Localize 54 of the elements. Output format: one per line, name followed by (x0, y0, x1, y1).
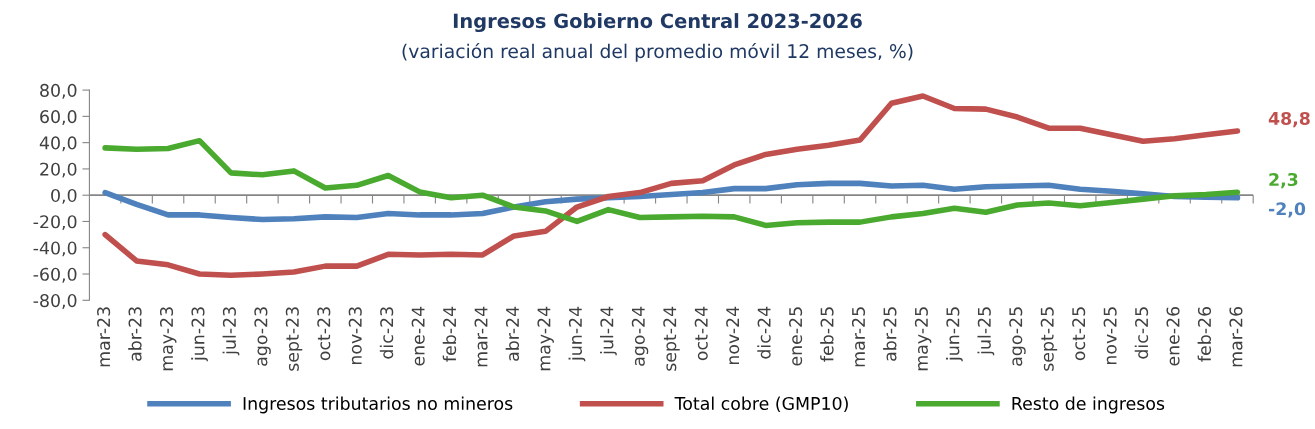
x-tick-label: dic-25 (1134, 307, 1149, 359)
x-tick-label: jul-24 (600, 306, 617, 356)
y-tick-label: -80,0 (33, 294, 77, 309)
x-tick-label: jul-25 (977, 307, 995, 356)
y-tick-label: 0,0 (51, 188, 77, 204)
x-tick-label: ago-23 (254, 307, 271, 366)
x-tick-label: nov-23 (348, 307, 362, 365)
legend-label: Ingresos tributarios no mineros (243, 396, 513, 414)
x-tick-label: dic-24 (757, 306, 771, 359)
y-tick-label: -60,0 (33, 267, 77, 283)
x-tick-label: may-24 (537, 306, 554, 371)
x-tick-label: jun-25 (945, 307, 963, 362)
x-tick-label: mar-26 (1229, 306, 1243, 367)
x-tick-label: jul-23 (222, 307, 240, 356)
y-tick-label: -20,0 (33, 215, 77, 231)
x-tick-label: abr-23 (128, 307, 142, 361)
x-tick-label: ene-26 (1166, 306, 1180, 366)
x-tick-label: nov-24 (726, 306, 740, 365)
x-tick-label: feb-25 (820, 307, 834, 362)
annotation: -2,0 (1268, 202, 1306, 218)
x-tick-label: nov-25 (1103, 307, 1117, 365)
y-tick-label: 80,0 (40, 83, 77, 99)
x-tick-label: mar-24 (474, 306, 488, 367)
y-tick-label: -40,0 (33, 241, 77, 257)
annotation: 48,8 (1268, 111, 1310, 128)
x-tick-label: ene-25 (789, 307, 803, 366)
x-tick-label: dic-23 (379, 307, 394, 359)
legend-label: Total cobre (GMP10) (674, 396, 848, 413)
y-tick-label: 40,0 (39, 136, 77, 152)
x-tick-label: ene-24 (411, 306, 425, 366)
x-tick-label: jun-24 (568, 306, 586, 362)
x-tick-label: mar-23 (97, 307, 111, 367)
x-tick-label: abr-24 (505, 306, 520, 361)
chart-title: Ingresos Gobierno Central 2023-2026 (453, 13, 862, 33)
x-tick-label: mar-25 (851, 307, 866, 367)
chart-subtitle: (variación real anual del promedio móvil 12 meses, %) (402, 42, 913, 62)
x-tick-label: jun-23 (191, 307, 208, 362)
x-tick-label: may-23 (159, 307, 177, 371)
annotation: 2,3 (1269, 172, 1298, 189)
x-tick-label: may-25 (914, 307, 932, 371)
x-tick-label: ago-25 (1009, 307, 1026, 366)
x-tick-label: sept-24 (663, 306, 680, 371)
legend-label: Resto de ingresos (1012, 396, 1165, 414)
x-tick-label: abr-25 (883, 307, 897, 361)
x-tick-label: feb-24 (442, 306, 457, 362)
x-tick-label: sept-23 (285, 307, 303, 371)
x-tick-label: feb-26 (1197, 306, 1212, 362)
x-tick-label: oct-25 (1072, 307, 1086, 361)
x-tick-label: oct-24 (694, 306, 708, 361)
x-tick-label: sept-25 (1040, 307, 1058, 371)
x-tick-label: ago-24 (631, 306, 649, 366)
x-tick-label: oct-23 (317, 307, 331, 361)
y-tick-label: 60,0 (40, 110, 77, 125)
y-tick-label: 20,0 (40, 162, 77, 178)
